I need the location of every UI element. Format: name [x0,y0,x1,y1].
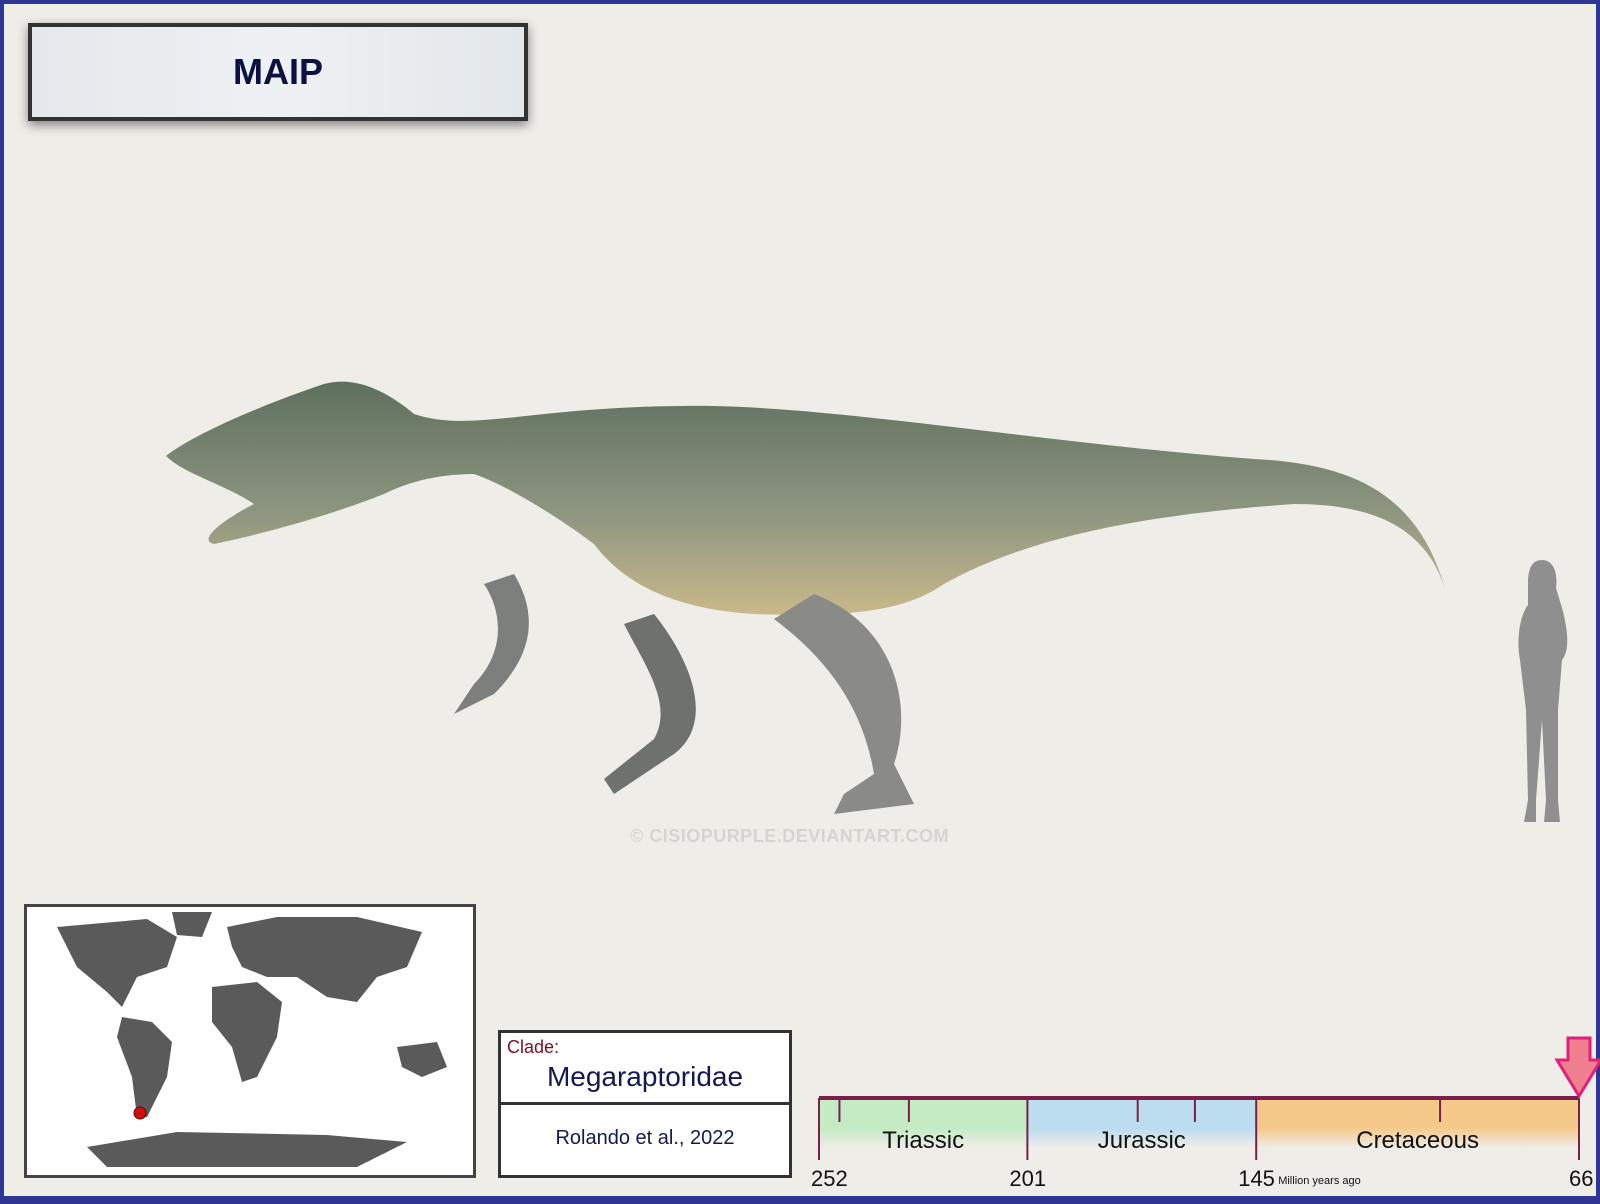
period-label-jurassic: Jurassic [1098,1127,1186,1154]
period-band-triassic [819,1098,1028,1148]
time-marker-arrow-icon [1554,1036,1600,1099]
title: MAIP [233,51,323,92]
geologic-timeline: Triassic Jurassic Cretaceous 252 201 145 66 Mil… [811,1036,1600,1191]
title-box: MAIP [28,23,528,121]
period-label-triassic: Triassic [882,1127,964,1154]
period-band-cretaceous [1256,1098,1579,1148]
boundary-label: 201 [1009,1166,1046,1191]
boundary-label: 145 [1238,1166,1275,1191]
human-scale-silhouette [1518,560,1568,822]
period-band-jurassic [1027,1098,1257,1148]
dinosaur-illustration [166,381,1449,814]
location-marker [133,1106,147,1120]
watermark: © CISIOPURPLE.DEVIANTART.COM [630,826,949,846]
clade-reference: Rolando et al., 2022 [555,1127,735,1149]
clade-box: Clade: Megaraptoridae Rolando et al., 20… [498,1030,792,1178]
clade-name: Megaraptoridae [546,1061,744,1092]
infographic-frame: MAIP © CISIOPURPLE.DEVIANTART.COM [4,4,1600,1196]
boundary-label: 252 [811,1166,848,1191]
world-map [24,904,476,1178]
clade-label: Clade: [507,1037,560,1057]
world-map-graphic [57,912,447,1167]
unit-label: Million years ago [1278,1175,1361,1187]
period-label-cretaceous: Cretaceous [1356,1127,1479,1154]
boundary-label: 66 [1569,1166,1593,1191]
